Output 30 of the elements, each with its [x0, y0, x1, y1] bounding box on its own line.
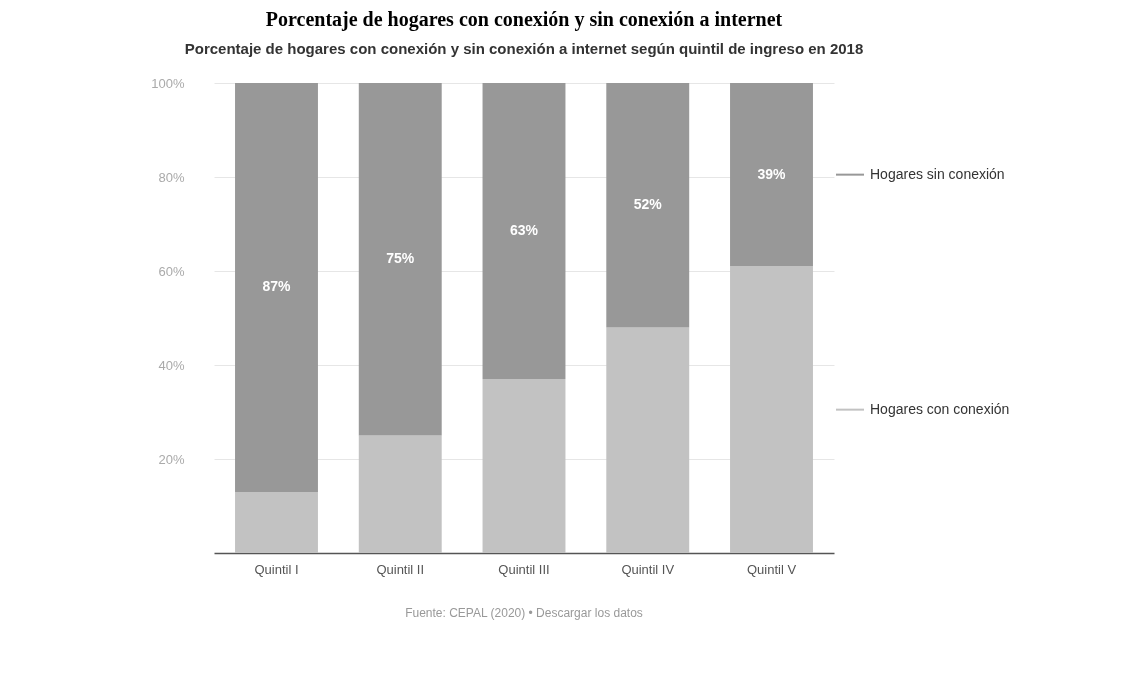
data-label: 63% [509, 222, 539, 239]
data-label: 75% [386, 250, 415, 267]
chart-subtitle: Porcentaje de hogares con conexión y sin conexión a internet según quintil de ingreso en 2018 [184, 40, 864, 57]
y-tick-label: 20% [158, 451, 185, 467]
bar [606, 83, 690, 328]
x-tick-label: Quintil I [254, 561, 299, 577]
y-tick-label: 80% [158, 169, 185, 185]
bar [730, 266, 813, 553]
x-tick-label: Quintil II [376, 561, 425, 577]
data-label: 87% [262, 278, 292, 295]
legend-label: Hogares con conexión [870, 400, 1010, 417]
y-tick-label: 40% [158, 357, 185, 373]
bar [730, 83, 813, 267]
y-tick-label: 100% [151, 75, 185, 91]
bar [358, 435, 442, 553]
bar [606, 327, 690, 553]
legend-label: Hogares sin conexión [870, 165, 1005, 182]
bar [235, 83, 318, 492]
data-label: 52% [633, 196, 663, 213]
bar [482, 83, 566, 380]
y-tick-label: 60% [158, 263, 185, 279]
data-label: 39% [757, 165, 787, 182]
chart-title: Porcentaje de hogares con conexión y sin conexión a internet [265, 8, 783, 31]
x-tick-label: Quintil III [498, 561, 550, 577]
bar [358, 83, 442, 436]
x-tick-label: Quintil IV [621, 561, 675, 577]
x-tick-label: Quintil V [746, 561, 797, 577]
bar [235, 491, 318, 553]
bar [482, 379, 566, 553]
source-note: Fuente: CEPAL (2020) • Descargar los datos [405, 606, 643, 620]
